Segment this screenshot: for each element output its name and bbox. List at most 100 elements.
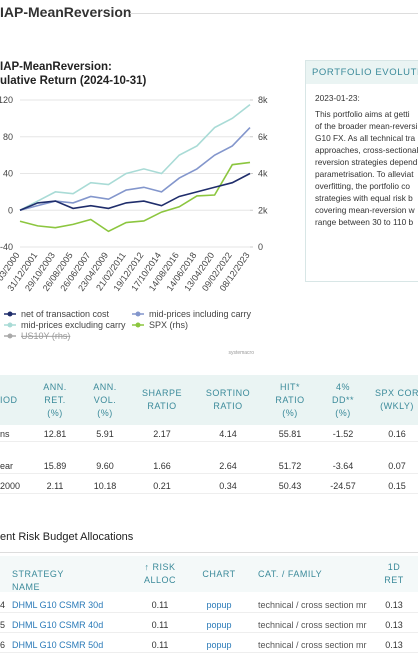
y-tick-label: 0 [8, 205, 13, 215]
cell: -3.64 [332, 461, 354, 471]
y-tick-label: 120 [0, 95, 13, 105]
cell[interactable]: popup [206, 600, 232, 610]
header-text: STRATEGY NAME [12, 568, 64, 592]
credit: systemacro [228, 350, 254, 356]
header-text: SPX COR [374, 388, 418, 398]
cell: technical / cross section mr [258, 640, 367, 650]
cell: technical / cross section mr [258, 620, 367, 630]
header-text: (%) [47, 407, 63, 418]
cell: 50.43 [278, 481, 302, 491]
header-cell: CHART [179, 568, 259, 581]
evolution-line: This portfolio aims at getti [315, 109, 410, 119]
evolution-line: approaches, cross-sectional [315, 145, 418, 155]
cell: 0.13 [385, 600, 403, 610]
legend-label[interactable]: net of transaction cost [21, 309, 110, 319]
cell: 0.21 [153, 481, 171, 491]
header-cell: HIT* RATIO (%) [250, 381, 330, 420]
header-cell: CAT. / FAMILY [258, 568, 338, 581]
header-cell: ANN. RET. (%) [15, 381, 95, 420]
header-text: (%) [97, 407, 113, 418]
y2-tick-label: 2k [258, 205, 268, 215]
chart-title: IAP-MeanReversion: ulative Return (2024-… [0, 60, 146, 88]
cell[interactable]: popup [206, 620, 232, 630]
header-cell: STRATEGY NAME [12, 568, 92, 594]
series-line [19, 103, 251, 211]
cell: ns [0, 429, 10, 439]
cell: 2.64 [219, 461, 237, 471]
cell: 0.07 [388, 461, 406, 471]
cell: 6 [0, 640, 6, 650]
cell[interactable]: DHML G10 CSMR 50d [12, 640, 104, 650]
chart: -400408012002k4k6k8k03/200031/12/200129/… [0, 95, 268, 356]
cell: 0.11 [151, 640, 169, 650]
evolution-line: range between 30 to 110 b [315, 217, 414, 227]
cell: 4.14 [219, 429, 237, 439]
header-cell: 4% DD** (%) [303, 381, 383, 420]
y2-tick-label: 4k [258, 169, 268, 179]
header-text: ↑ RISK [144, 562, 176, 572]
evolution-line: parametrisation. To alleviat [315, 169, 414, 179]
legend-label[interactable]: mid-prices including carry [149, 309, 252, 319]
evolution-line: covering mean-reversion w [315, 205, 415, 215]
header-text: HIT* [280, 381, 300, 392]
row-rule [0, 441, 418, 442]
cell: 0.13 [385, 620, 403, 630]
cell: 51.72 [278, 461, 302, 471]
table-header [0, 556, 418, 592]
header-text: SORTINO [205, 388, 251, 398]
y2-tick-label: 0 [258, 242, 263, 252]
evolution-body: 2023-01-23: This portfolio aims at getti o… [306, 84, 418, 236]
cell: 4 [0, 600, 6, 610]
legend-swatch [7, 333, 13, 339]
legend-label[interactable]: SPX (rhs) [149, 320, 188, 330]
alloc-title: ent Risk Budget Allocations [0, 531, 134, 543]
cell: technical / cross section mr [258, 600, 367, 610]
cell: 55.81 [278, 429, 302, 439]
cell: 0.11 [151, 620, 169, 630]
evolution-line: of the broader mean-reversi [315, 121, 418, 131]
cell: 1.66 [153, 461, 171, 471]
header-text: RATIO [275, 394, 305, 405]
cell[interactable]: popup [206, 640, 232, 650]
cell: 2.11 [46, 481, 64, 491]
legend-label[interactable]: US10Y (rhs) [21, 331, 70, 341]
evolution-line: strategies with equal risk b [315, 193, 413, 203]
y-tick-label: 40 [3, 169, 13, 179]
header-cell: ↑ RISK ALLOC [120, 561, 200, 587]
y2-tick-label: 6k [258, 132, 268, 142]
header-text: SHARPE [141, 388, 182, 398]
header-text: (%) [335, 407, 351, 418]
header-cell: SHARPE RATIO [122, 387, 202, 413]
header-text: DD** [331, 394, 354, 405]
evolution-box: PORTFOLIO EVOLUTIO 2023-01-23: This portf… [305, 60, 418, 282]
header-text: RET. [44, 394, 66, 405]
row-rule [0, 493, 418, 494]
evolution-line: overfitting, the portfolio co [315, 181, 411, 191]
row-rule [0, 632, 418, 633]
evolution-line: reversion strategies depend [315, 157, 418, 167]
legend-swatch [7, 311, 13, 317]
series-line [19, 172, 251, 211]
cell[interactable]: DHML G10 CSMR 40d [12, 620, 104, 630]
cell: 10.18 [93, 481, 117, 491]
table-header [0, 375, 418, 425]
header-text: VOL. [93, 394, 117, 405]
cell: 2.17 [153, 429, 171, 439]
page-title: IAP-MeanReversion [0, 4, 132, 20]
cell: 0.11 [151, 600, 169, 610]
row-rule [0, 652, 418, 653]
legend-label[interactable]: mid-prices excluding carry [21, 320, 126, 330]
header-text: ANN. [43, 381, 67, 392]
cell: 0.34 [219, 481, 237, 491]
cell: 0.15 [388, 481, 406, 491]
header-cell: 1D RET [354, 561, 418, 587]
header-cell: SORTINO RATIO [188, 387, 268, 413]
header-text: 4% [335, 381, 350, 392]
cell[interactable]: DHML G10 CSMR 30d [12, 600, 104, 610]
header-text: (WKLY) [380, 401, 414, 411]
header-text: ANN. [93, 381, 117, 392]
cell: 5 [0, 620, 6, 630]
title-rule [130, 13, 418, 14]
header-text: CHART [202, 568, 236, 579]
